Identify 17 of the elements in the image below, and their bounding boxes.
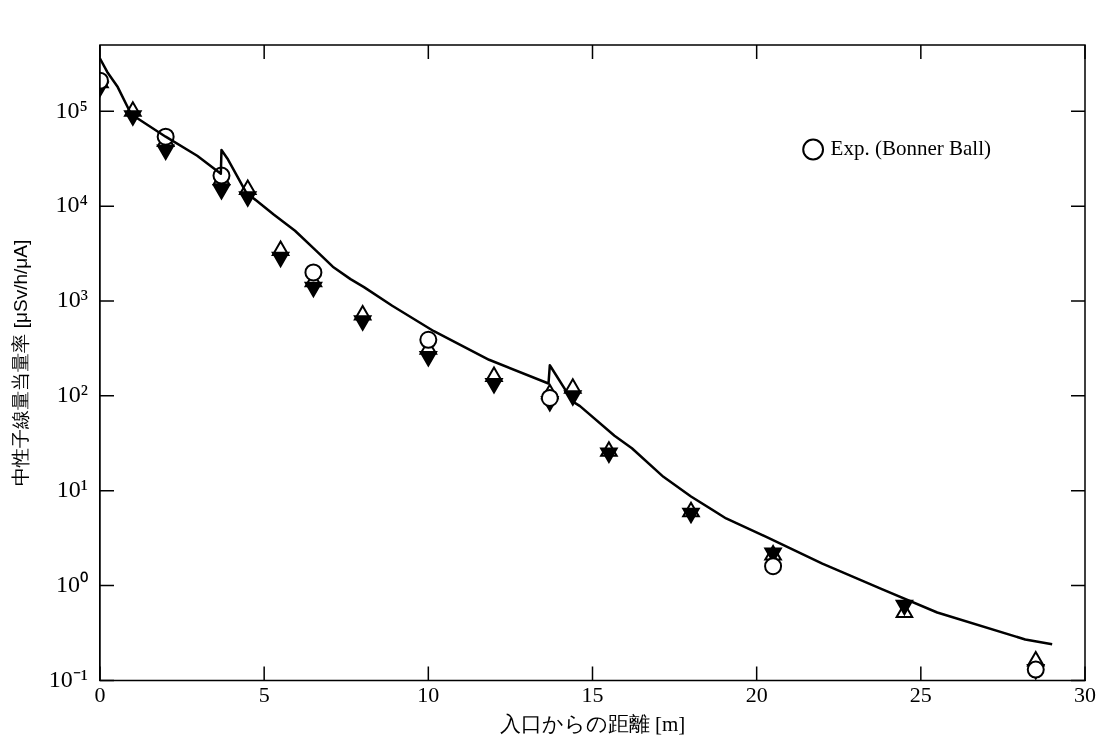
- x-tick-label: 25: [909, 682, 932, 708]
- y-axis-title: 中性子線量当量率 [μSv/h/μA]: [9, 239, 31, 486]
- x-tick-label: 10: [417, 682, 440, 708]
- y-tick-label: 10⁰: [56, 570, 88, 597]
- y-tick-label: 10¹: [56, 476, 88, 502]
- x-tick-label: 20: [745, 682, 768, 708]
- y-tick-label: 10⁴: [55, 191, 88, 218]
- x-tick-label: 15: [581, 682, 604, 708]
- x-axis-title: 入口からの距離 [m]: [499, 711, 686, 736]
- y-tick-label: 10³: [56, 286, 88, 313]
- legend-label: Exp. (Bonner Ball): [830, 136, 992, 161]
- y-tick-label: 10⁵: [55, 96, 88, 123]
- x-tick-label: 5: [258, 682, 270, 708]
- y-tick-label: 10⁻¹: [48, 665, 88, 692]
- x-tick-label: 30: [1074, 682, 1096, 708]
- x-tick-label: 0: [94, 682, 106, 708]
- y-tick-label: 10²: [56, 381, 88, 408]
